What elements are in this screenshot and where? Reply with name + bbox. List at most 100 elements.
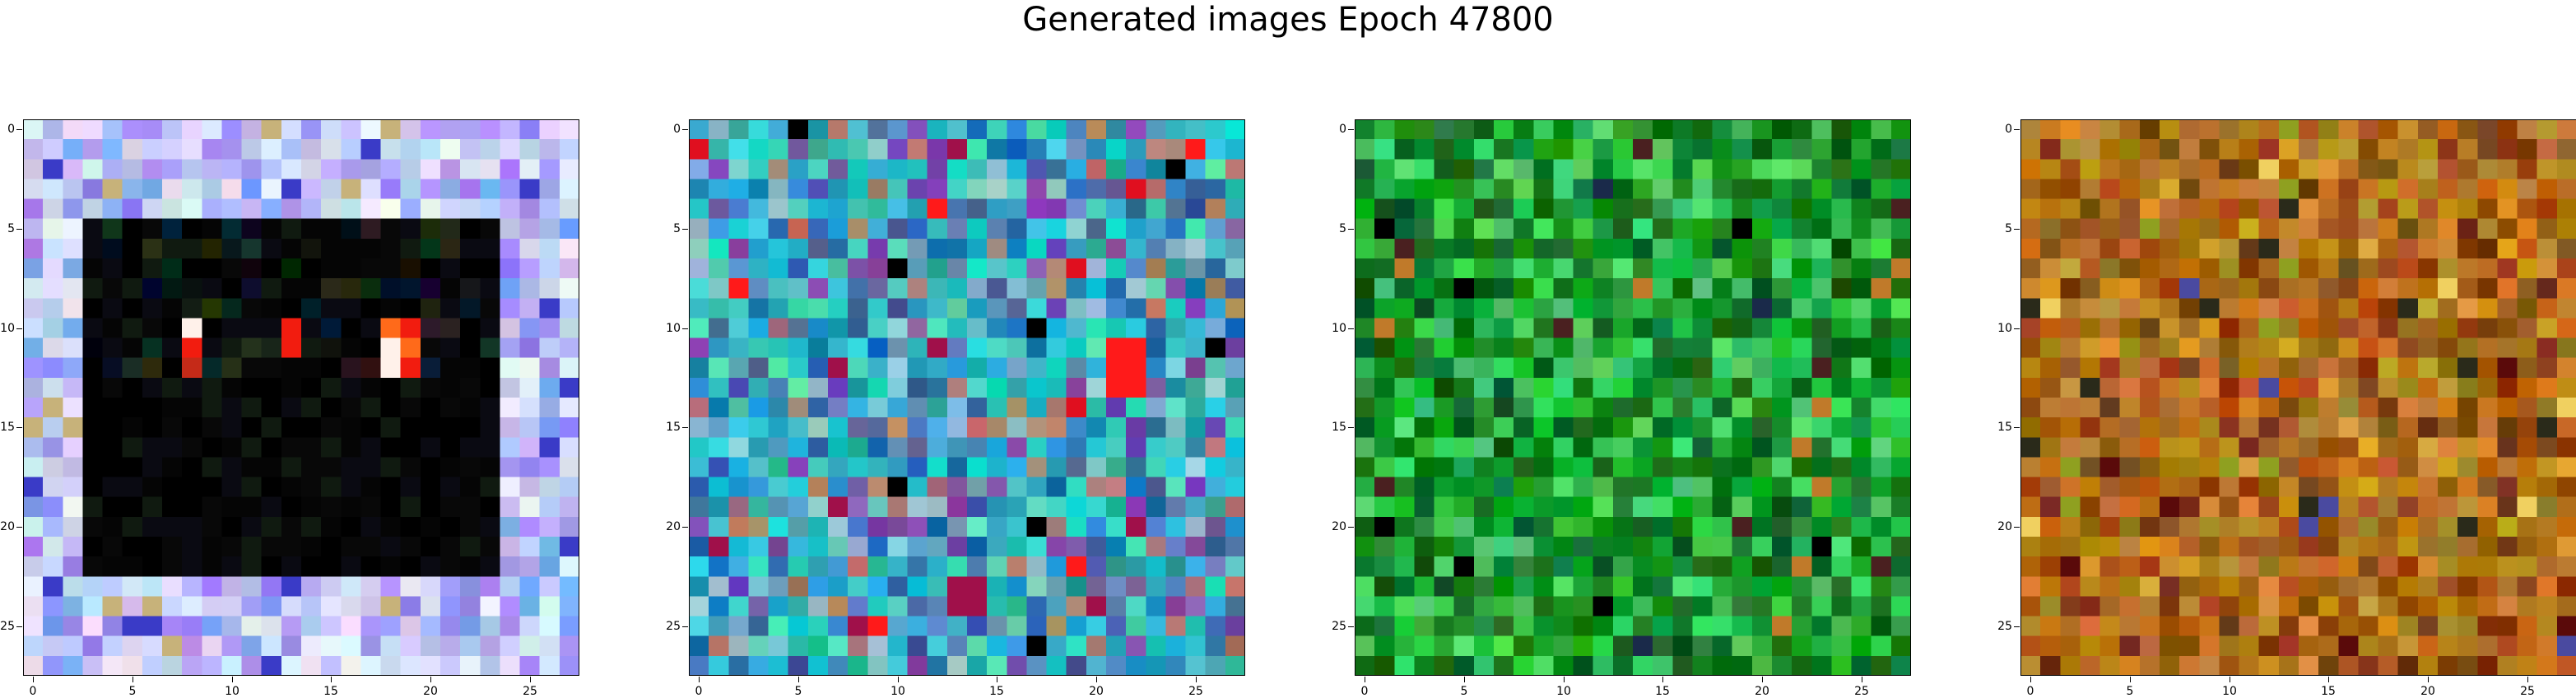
- x-tick-mark: [898, 677, 899, 682]
- y-tick-label: 25: [666, 620, 681, 633]
- y-tick-mark: [2014, 527, 2020, 528]
- y-tick-mark: [2014, 626, 2020, 627]
- y-tick-mark: [1348, 626, 1354, 627]
- generated-image-panel-2: 0 0 5 5 10 10 15 15 20 20 25 25: [666, 119, 1245, 697]
- y-tick-label: 15: [1332, 421, 1346, 434]
- y-tick-label: 10: [1332, 322, 1346, 335]
- y-tick-mark: [2014, 328, 2020, 329]
- x-tick-label: 0: [695, 685, 703, 698]
- x-tick-mark: [430, 677, 431, 682]
- y-tick-mark: [16, 328, 22, 329]
- y-tick-mark: [16, 129, 22, 130]
- y-tick-mark: [682, 328, 688, 329]
- y-tick-label: 25: [0, 620, 15, 633]
- x-tick-label: 5: [794, 685, 802, 698]
- y-tick-mark: [16, 626, 22, 627]
- x-tick-mark: [2527, 677, 2528, 682]
- y-tick-label: 10: [666, 322, 681, 335]
- y-tick-mark: [2014, 229, 2020, 230]
- y-tick-label: 5: [7, 222, 15, 235]
- y-tick-label: 15: [666, 421, 681, 434]
- x-tick-label: 15: [2321, 685, 2336, 698]
- figure-title: Generated images Epoch 47800: [1022, 1, 1554, 39]
- generated-image-3: [1355, 119, 1911, 676]
- x-tick-mark: [2328, 677, 2329, 682]
- x-tick-label: 10: [225, 685, 239, 698]
- y-tick-label: 20: [1997, 520, 2012, 533]
- generated-image-2: [689, 119, 1245, 676]
- generated-image-4: [2020, 119, 2576, 676]
- generated-image-panel-4: 0 0 5 5 10 10 15 15 20 20 25 25: [1997, 119, 2576, 697]
- x-tick-label: 10: [1556, 685, 1571, 698]
- x-tick-mark: [33, 677, 34, 682]
- x-tick-mark: [699, 677, 700, 682]
- x-tick-label: 5: [2126, 685, 2134, 698]
- y-tick-label: 0: [673, 123, 681, 136]
- y-tick-label: 15: [1997, 421, 2012, 434]
- y-tick-label: 20: [0, 520, 15, 533]
- y-tick-mark: [682, 527, 688, 528]
- x-tick-mark: [1096, 677, 1097, 682]
- x-tick-label: 25: [1854, 685, 1869, 698]
- x-tick-label: 0: [2026, 685, 2034, 698]
- y-tick-label: 0: [7, 123, 15, 136]
- x-tick-mark: [1564, 677, 1565, 682]
- x-tick-mark: [1464, 677, 1465, 682]
- x-tick-mark: [2030, 677, 2031, 682]
- y-tick-mark: [682, 129, 688, 130]
- x-tick-mark: [1196, 677, 1197, 682]
- x-tick-label: 0: [29, 685, 37, 698]
- y-tick-label: 15: [0, 421, 15, 434]
- y-tick-label: 0: [1339, 123, 1346, 136]
- x-tick-label: 20: [1755, 685, 1769, 698]
- x-tick-mark: [2130, 677, 2131, 682]
- x-tick-label: 0: [1360, 685, 1369, 698]
- x-tick-label: 25: [523, 685, 537, 698]
- x-tick-label: 5: [128, 685, 137, 698]
- x-tick-mark: [530, 677, 531, 682]
- x-tick-label: 25: [1188, 685, 1203, 698]
- y-tick-mark: [16, 427, 22, 428]
- x-tick-label: 10: [2222, 685, 2237, 698]
- x-tick-label: 15: [1655, 685, 1670, 698]
- y-tick-mark: [16, 527, 22, 528]
- y-tick-mark: [16, 229, 22, 230]
- y-tick-label: 25: [1997, 620, 2012, 633]
- x-tick-label: 15: [989, 685, 1004, 698]
- x-tick-mark: [798, 677, 799, 682]
- y-tick-label: 20: [1332, 520, 1346, 533]
- x-tick-label: 20: [1089, 685, 1104, 698]
- y-tick-label: 20: [666, 520, 681, 533]
- y-tick-label: 5: [1339, 222, 1346, 235]
- x-tick-mark: [2428, 677, 2429, 682]
- x-tick-mark: [1662, 677, 1663, 682]
- y-tick-mark: [1348, 328, 1354, 329]
- y-tick-mark: [1348, 229, 1354, 230]
- y-tick-mark: [1348, 129, 1354, 130]
- x-tick-mark: [1762, 677, 1763, 682]
- y-tick-mark: [2014, 129, 2020, 130]
- y-tick-label: 10: [1997, 322, 2012, 335]
- y-tick-mark: [682, 626, 688, 627]
- y-tick-label: 5: [2005, 222, 2012, 235]
- x-tick-label: 15: [323, 685, 338, 698]
- y-tick-label: 10: [0, 322, 15, 335]
- y-tick-mark: [682, 427, 688, 428]
- x-tick-mark: [232, 677, 233, 682]
- generated-image-1: [23, 119, 579, 676]
- y-tick-mark: [1348, 427, 1354, 428]
- y-tick-label: 25: [1332, 620, 1346, 633]
- y-tick-mark: [1348, 527, 1354, 528]
- x-tick-label: 25: [2520, 685, 2535, 698]
- x-tick-label: 20: [423, 685, 438, 698]
- x-tick-label: 5: [1460, 685, 1468, 698]
- x-tick-mark: [331, 677, 332, 682]
- y-tick-label: 5: [673, 222, 681, 235]
- y-tick-mark: [2014, 427, 2020, 428]
- y-tick-label: 0: [2005, 123, 2012, 136]
- generated-image-panel-1: 0 0 5 5 10 10 15 15 20 20 25 25: [0, 119, 579, 697]
- generated-image-panel-3: 0 0 5 5 10 10 15 15 20 20 25 25: [1332, 119, 1911, 697]
- x-tick-label: 10: [890, 685, 905, 698]
- x-tick-label: 20: [2420, 685, 2435, 698]
- y-tick-mark: [682, 229, 688, 230]
